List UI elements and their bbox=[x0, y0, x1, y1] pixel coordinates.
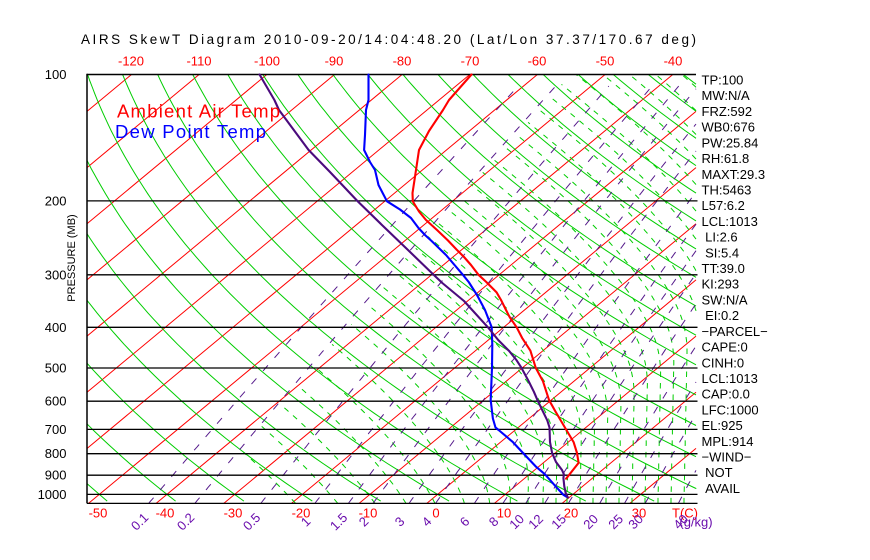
svg-text:CAP:0.0: CAP:0.0 bbox=[702, 387, 750, 402]
svg-text:-40: -40 bbox=[664, 54, 683, 69]
svg-text:30: 30 bbox=[632, 506, 646, 521]
svg-text:800: 800 bbox=[45, 446, 67, 461]
svg-text:20: 20 bbox=[564, 506, 578, 521]
svg-text:-60: -60 bbox=[528, 54, 547, 69]
svg-text:L57:6.2: L57:6.2 bbox=[702, 198, 745, 213]
svg-text:MPL:914: MPL:914 bbox=[702, 434, 754, 449]
svg-text:-50: -50 bbox=[596, 54, 615, 69]
svg-text:200: 200 bbox=[45, 193, 67, 208]
svg-text:-10: -10 bbox=[359, 506, 378, 521]
svg-text:600: 600 bbox=[45, 394, 67, 409]
svg-text:PW:25.84: PW:25.84 bbox=[702, 135, 759, 150]
svg-text:RH:61.8: RH:61.8 bbox=[702, 151, 750, 166]
svg-text:TT:39.0: TT:39.0 bbox=[702, 261, 745, 276]
svg-text:AVAIL: AVAIL bbox=[702, 481, 741, 496]
svg-text:−WIND−: −WIND− bbox=[702, 450, 752, 465]
svg-text:T(C): T(C) bbox=[672, 506, 698, 521]
svg-text:-40: -40 bbox=[156, 506, 175, 521]
svg-text:0: 0 bbox=[432, 506, 439, 521]
svg-text:LCL:1013: LCL:1013 bbox=[702, 214, 758, 229]
svg-text:CINH:0: CINH:0 bbox=[702, 355, 745, 370]
svg-text:700: 700 bbox=[45, 422, 67, 437]
svg-text:MW:N/A: MW:N/A bbox=[702, 88, 750, 103]
svg-text:LI:2.6: LI:2.6 bbox=[702, 230, 738, 245]
svg-text:MAXT:29.3: MAXT:29.3 bbox=[702, 167, 766, 182]
svg-text:(g/kg): (g/kg) bbox=[679, 515, 712, 530]
svg-text:400: 400 bbox=[45, 320, 67, 335]
svg-text:SI:5.4: SI:5.4 bbox=[702, 245, 740, 260]
svg-text:-90: -90 bbox=[325, 54, 344, 69]
svg-text:PRESSURE (MB): PRESSURE (MB) bbox=[66, 214, 78, 301]
svg-text:TP:100: TP:100 bbox=[702, 73, 744, 88]
svg-text:KI:293: KI:293 bbox=[702, 277, 740, 292]
svg-text:100: 100 bbox=[45, 67, 67, 82]
svg-text:500: 500 bbox=[45, 361, 67, 376]
svg-text:900: 900 bbox=[45, 468, 67, 483]
svg-text:-80: -80 bbox=[393, 54, 412, 69]
svg-text:Ambient Air Temp: Ambient Air Temp bbox=[117, 101, 280, 122]
svg-text:SW:N/A: SW:N/A bbox=[702, 292, 748, 307]
svg-text:-30: -30 bbox=[224, 506, 243, 521]
svg-text:CAPE:0: CAPE:0 bbox=[702, 340, 748, 355]
svg-text:TH:5463: TH:5463 bbox=[702, 183, 752, 198]
svg-text:300: 300 bbox=[45, 267, 67, 282]
svg-text:-110: -110 bbox=[186, 54, 211, 69]
svg-text:-50: -50 bbox=[89, 506, 108, 521]
svg-text:LFC:1000: LFC:1000 bbox=[702, 402, 759, 417]
svg-text:EI:0.2: EI:0.2 bbox=[702, 308, 740, 323]
svg-text:-120: -120 bbox=[118, 54, 144, 69]
svg-text:1000: 1000 bbox=[38, 487, 67, 502]
svg-text:10: 10 bbox=[497, 506, 511, 521]
svg-text:WB0:676: WB0:676 bbox=[702, 120, 755, 135]
svg-text:Dew Point Temp: Dew Point Temp bbox=[115, 121, 266, 142]
svg-text:-70: -70 bbox=[461, 54, 480, 69]
svg-text:LCL:1013: LCL:1013 bbox=[702, 371, 758, 386]
svg-text:FRZ:592: FRZ:592 bbox=[702, 104, 753, 119]
svg-text:-20: -20 bbox=[292, 506, 311, 521]
svg-text:EL:925: EL:925 bbox=[702, 418, 743, 433]
svg-text:NOT: NOT bbox=[702, 465, 733, 480]
svg-text:−PARCEL−: −PARCEL− bbox=[702, 324, 768, 339]
svg-text:-100: -100 bbox=[254, 54, 280, 69]
